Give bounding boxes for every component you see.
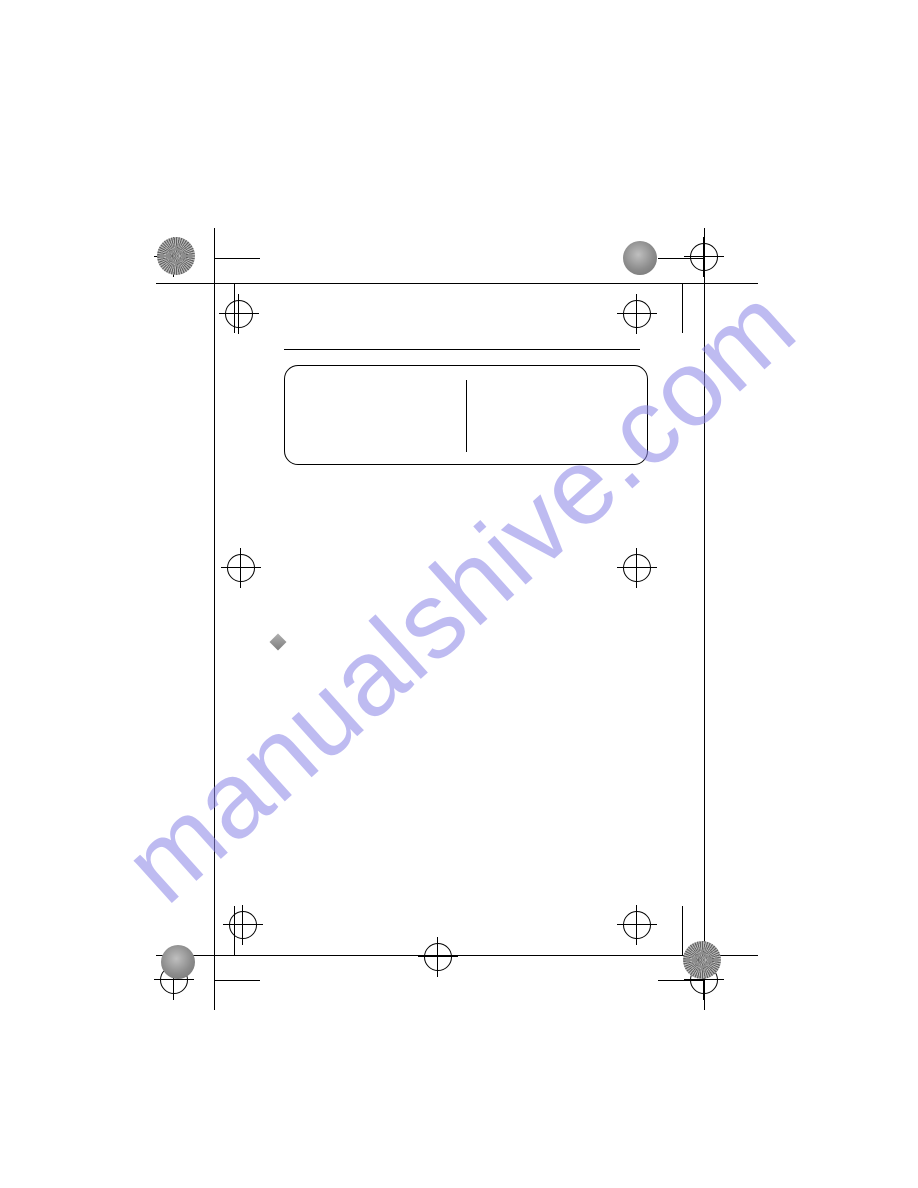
content-box xyxy=(284,365,648,465)
crop-frame-right xyxy=(704,228,705,1010)
diamond-icon xyxy=(270,634,287,651)
registration-mark xyxy=(617,294,657,334)
sunburst-dot-icon xyxy=(157,237,195,275)
solid-dot-icon xyxy=(161,945,195,979)
registration-mark xyxy=(221,548,261,588)
registration-mark xyxy=(617,905,657,945)
crop-tick xyxy=(682,906,683,956)
crop-frame-top xyxy=(156,283,758,284)
crop-frame-left xyxy=(214,228,215,1010)
registration-mark xyxy=(223,905,263,945)
solid-dot-icon xyxy=(623,241,657,275)
crop-tick xyxy=(214,980,260,981)
sunburst-dot-icon xyxy=(683,941,721,979)
crop-tick xyxy=(214,258,260,259)
content-box-divider xyxy=(466,380,467,452)
registration-mark xyxy=(418,937,458,977)
watermark-text: manualshive.com xyxy=(99,261,818,926)
registration-mark xyxy=(219,294,259,334)
registration-mark xyxy=(684,237,724,277)
header-rule xyxy=(284,349,640,350)
crop-tick xyxy=(682,283,683,333)
registration-mark xyxy=(617,548,657,588)
